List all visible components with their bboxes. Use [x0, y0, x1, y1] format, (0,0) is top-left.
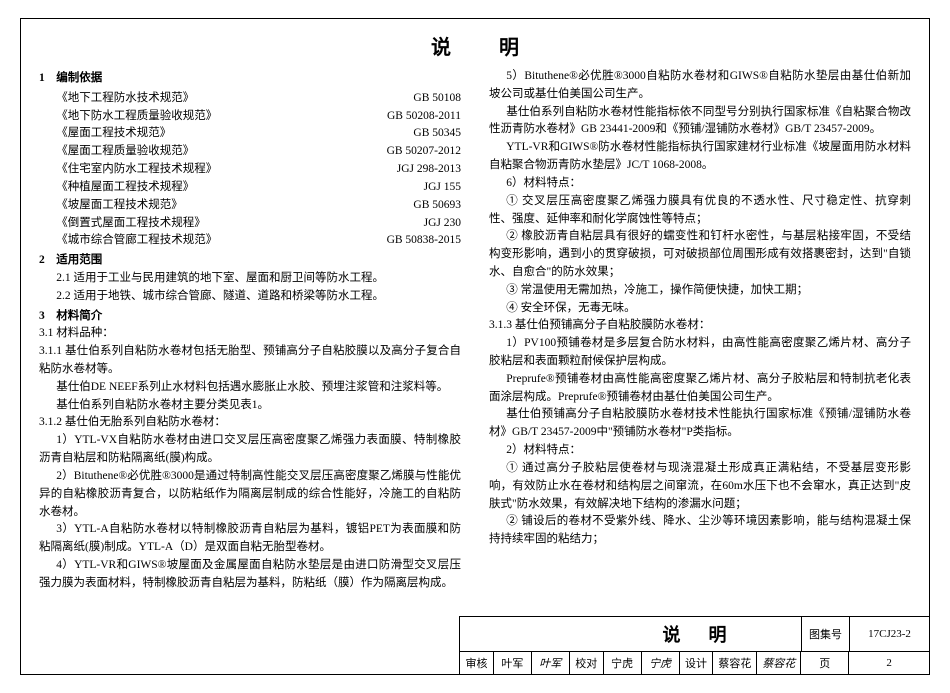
standard-row: 《倒置式屋面工程技术规程》 JGJ 230	[39, 215, 461, 233]
standard-row: 《坡屋面工程技术规范》 GB 50693	[39, 197, 461, 215]
standard-name: 《倒置式屋面工程技术规程》	[39, 215, 206, 233]
r-p7: ③ 常温使用无需加热，冷施工，操作简便快捷，加快工期；	[489, 282, 911, 300]
standard-code: GB 50108	[386, 90, 461, 108]
r-p9: 3.1.3 基仕伯预铺高分子自粘胶膜防水卷材：	[489, 317, 911, 335]
sec-3-1-2-4: 4）YTL-VR和GIWS®坡屋面及金属屋面自粘防水垫层是由进口防滑型交叉层压强…	[39, 557, 461, 593]
section-1-heading: 1 编制依据	[39, 70, 461, 88]
standard-row: 《地下防水工程质量验收规范》 GB 50208-2011	[39, 108, 461, 126]
page-border: 说明 1 编制依据 《地下工程防水技术规范》GB 50108《地下防水工程质量验…	[20, 18, 930, 675]
page-title: 说明	[39, 31, 911, 60]
standard-code: JGJ 230	[396, 215, 461, 233]
content-columns: 1 编制依据 《地下工程防水技术规范》GB 50108《地下防水工程质量验收规范…	[39, 68, 911, 593]
standard-code: GB 50345	[386, 125, 461, 143]
standard-name: 《城市综合管廊工程技术规范》	[39, 232, 217, 250]
sec-3-1-2: 3.1.2 基仕伯无胎系列自粘防水卷材：	[39, 414, 461, 432]
r-p14: ① 通过高分子胶粘层使卷材与现浇混凝土形成真正满粘结，不受基层变形影响，有效防止…	[489, 460, 911, 513]
sec-3-1-1: 3.1.1 基仕伯系列自粘防水卷材包括无胎型、预铺高分子自粘胶膜以及高分子复合自…	[39, 343, 461, 379]
footer-title-text: 说明	[663, 625, 755, 645]
standard-name: 《住宅室内防水工程技术规程》	[39, 161, 217, 179]
left-column: 1 编制依据 《地下工程防水技术规范》GB 50108《地下防水工程质量验收规范…	[39, 68, 461, 593]
r-p3: YTL-VR和GIWS®防水卷材性能指标执行国家建材行业标准《坡屋面用防水材料 …	[489, 139, 911, 175]
standard-row: 《城市综合管廊工程技术规范》 GB 50838-2015	[39, 232, 461, 250]
shenhe-label: 审核	[460, 652, 494, 674]
sheji-label: 设计	[680, 652, 714, 674]
tuji-value: 17CJ23-2	[849, 617, 929, 651]
standard-code: GB 50207-2012	[359, 143, 461, 161]
sec-3-p2: 基仕伯系列自粘防水卷材主要分类见表1。	[39, 397, 461, 415]
footer-title-row: 说明 图集号 17CJ23-2	[460, 617, 929, 652]
r-p13: 2）材料特点：	[489, 442, 911, 460]
footer-title-block: 说明 图集号 17CJ23-2 审核 叶军 叶军 校对 宁虎 宁虎 设计 蔡容花…	[459, 616, 929, 674]
ye-label: 页	[801, 652, 849, 674]
sec-3-1-2-3: 3）YTL-A自粘防水卷材以特制橡胶沥青自粘层为基料，镀铝PET为表面膜和防粘隔…	[39, 521, 461, 557]
standard-name: 《地下防水工程质量验收规范》	[39, 108, 217, 126]
r-p5: ① 交叉层压高密度聚乙烯强力膜具有优良的不透水性、尺寸稳定性、抗穿刺性、强度、延…	[489, 193, 911, 229]
r-p10: 1）PV100预铺卷材是多层复合防水材料，由高性能高密度聚乙烯片材、高分子胶粘层…	[489, 335, 911, 371]
shenhe-name: 叶军	[494, 652, 532, 674]
r-p11: Preprufe®预铺卷材由高性能高密度聚乙烯片材、高分子胶粘层和特制抗老化表面…	[489, 371, 911, 407]
r-p8: ④ 安全环保，无毒无味。	[489, 300, 911, 318]
sec-3-p1: 基仕伯DE NEEF系列止水材料包括遇水膨胀止水胶、预埋注浆管和注浆料等。	[39, 379, 461, 397]
jiaodui-name: 宁虎	[604, 652, 642, 674]
r-p6: ② 橡胶沥青自粘层具有很好的蠕变性和钉杆水密性，与基层粘接牢固，不受结构变形影响…	[489, 228, 911, 281]
r-p2: 基仕伯系列自粘防水卷材性能指标依不同型号分别执行国家标准《自粘聚合物改性沥青防水…	[489, 104, 911, 140]
sec-2-1: 2.1 适用于工业与民用建筑的地下室、屋面和厨卫间等防水工程。	[39, 270, 461, 288]
jiaodui-label: 校对	[570, 652, 604, 674]
standard-row: 《种植屋面工程技术规程》 JGJ 155	[39, 179, 461, 197]
section-3-heading: 3 材料简介	[39, 308, 461, 326]
standard-row: 《屋面工程技术规范》 GB 50345	[39, 125, 461, 143]
standard-name: 《坡屋面工程技术规范》	[39, 197, 183, 215]
tuji-label: 图集号	[801, 617, 849, 651]
standard-name: 《屋面工程质量验收规范》	[39, 143, 194, 161]
r-p4: 6）材料特点：	[489, 175, 911, 193]
r-p15: ② 铺设后的卷材不受紫外线、降水、尘沙等环境因素影响，能与结构混凝土保持持续牢固…	[489, 513, 911, 549]
jiaodui-sig: 宁虎	[642, 652, 680, 674]
standard-code: GB 50208-2011	[360, 108, 461, 126]
standard-row: 《地下工程防水技术规范》 GB 50108	[39, 90, 461, 108]
standards-list: 《地下工程防水技术规范》 GB 50108 《地下防水工程质量验收规范》 GB 502…	[39, 90, 461, 250]
section-2-heading: 2 适用范围	[39, 252, 461, 270]
right-column: 5）Bituthene®必优胜®3000自粘防水卷材和GIWS®自粘防水垫层由基…	[489, 68, 911, 593]
standard-code: JGJ 298-2013	[370, 161, 461, 179]
standard-row: 《住宅室内防水工程技术规程》 JGJ 298-2013	[39, 161, 461, 179]
standard-code: JGJ 155	[396, 179, 461, 197]
standard-code: GB 50838-2015	[359, 232, 461, 250]
sec-3-1: 3.1 材料品种：	[39, 325, 461, 343]
r-p1: 5）Bituthene®必优胜®3000自粘防水卷材和GIWS®自粘防水垫层由基…	[489, 68, 911, 104]
sheji-sig: 蔡容花	[757, 652, 801, 674]
sec-2-2: 2.2 适用于地铁、城市综合管廊、隧道、道路和桥梁等防水工程。	[39, 288, 461, 306]
standard-name: 《种植屋面工程技术规程》	[39, 179, 194, 197]
shenhe-sig: 叶军	[532, 652, 570, 674]
sec-3-1-2-1: 1）YTL-VX自粘防水卷材由进口交叉层压高密度聚乙烯强力表面膜、特制橡胶沥青自…	[39, 432, 461, 468]
r-p12: 基仕伯预铺高分子自粘胶膜防水卷材技术性能执行国家标准《预铺/湿铺防水卷材》GB/…	[489, 406, 911, 442]
standard-row: 《屋面工程质量验收规范》 GB 50207-2012	[39, 143, 461, 161]
footer-sign-row: 审核 叶军 叶军 校对 宁虎 宁虎 设计 蔡容花 蔡容花 页 2	[460, 652, 929, 674]
sheji-name: 蔡容花	[713, 652, 757, 674]
standard-code: GB 50693	[386, 197, 461, 215]
standard-name: 《屋面工程技术规范》	[39, 125, 171, 143]
standard-name: 《地下工程防水技术规范》	[39, 90, 194, 108]
footer-title-side: 图集号 17CJ23-2	[801, 617, 929, 651]
sec-3-1-2-2: 2）Bituthene®必优胜®3000是通过特制高性能交叉层压高密度聚乙烯膜与…	[39, 468, 461, 521]
ye-value: 2	[849, 652, 929, 674]
